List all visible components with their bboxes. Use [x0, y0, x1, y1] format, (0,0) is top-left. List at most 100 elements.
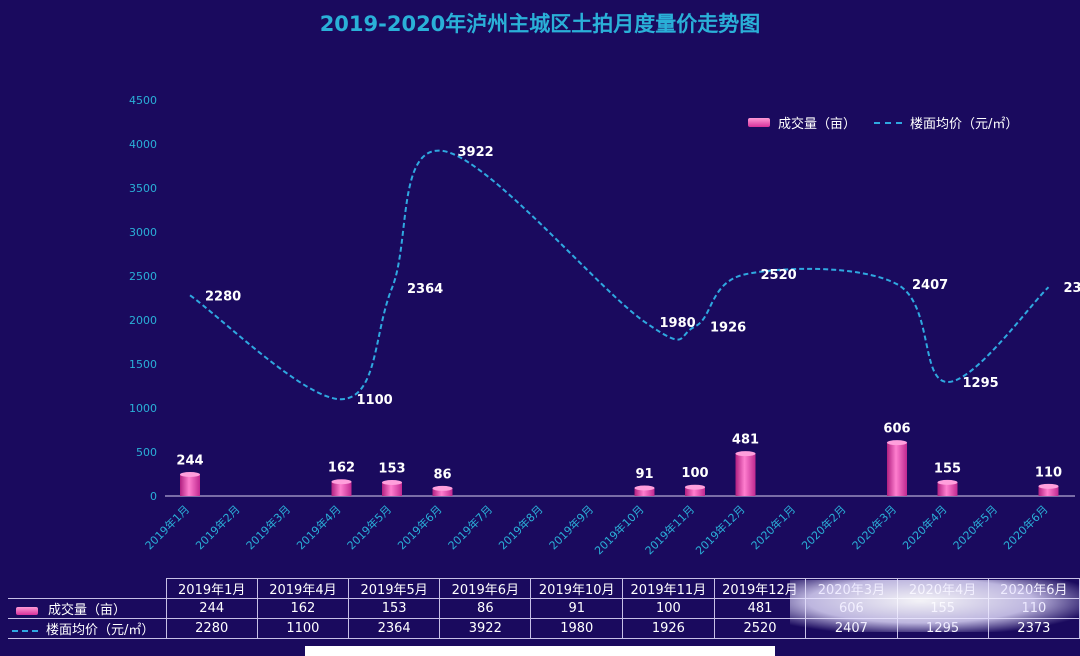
chart-plot: 0 500 1000 1500 2000 2500 3000 3500 4000 4500 2019… [129, 94, 1080, 557]
line-value-label: 2407 [912, 278, 948, 293]
table-row: 成交量（亩） 244 162 153 86 91 100 481 606 155… [8, 598, 1080, 619]
x-tick-label: 2019年11月 [642, 502, 697, 557]
y-tick-label: 500 [136, 446, 157, 459]
bar-value-label: 86 [433, 467, 451, 482]
table-cell: 3922 [439, 618, 532, 639]
bar-cap [1038, 483, 1059, 489]
table-cell: 155 [896, 598, 989, 619]
x-tick-label: 2020年4月 [899, 502, 949, 552]
bar-cap [735, 451, 756, 457]
y-tick-label: 4500 [129, 94, 157, 107]
table-cell: 244 [165, 598, 258, 619]
table-cell: 2280 [165, 618, 258, 639]
line-value-label: 1926 [710, 321, 746, 336]
y-tick-label: 1000 [129, 402, 157, 415]
bar-value-label: 100 [681, 466, 708, 481]
table-cell: 606 [805, 598, 898, 619]
bar-value-label: 481 [732, 433, 759, 448]
table-header-cell: 2019年6月 [439, 578, 532, 599]
table-row-header: 成交量（亩） [8, 598, 167, 619]
bar [382, 482, 402, 496]
bar [887, 442, 907, 496]
table-cell: 162 [256, 598, 350, 619]
bar [1038, 486, 1059, 496]
y-tick-label: 4000 [129, 138, 157, 151]
x-tick-label: 2019年3月 [243, 502, 293, 552]
bar-value-label: 244 [176, 454, 203, 469]
legend-line-label: 楼面均价（元/㎡） [910, 117, 1019, 132]
bottom-white-strip [305, 646, 775, 656]
x-tick-label: 2020年5月 [950, 502, 1000, 552]
table-header-cell: 2019年4月 [256, 578, 350, 599]
chart-title: 2019-2020年泸州主城区土拍月度量价走势图 [319, 12, 761, 36]
x-tick-label: 2019年5月 [344, 502, 394, 552]
bar-value-label: 91 [635, 467, 653, 482]
data-table: 2019年1月 2019年4月 2019年5月 2019年6月 2019年10月… [8, 578, 1080, 639]
table-header-row: 2019年1月 2019年4月 2019年5月 2019年6月 2019年10月… [8, 578, 1080, 599]
table-cell: 2373 [987, 618, 1080, 639]
line-value-label: 1295 [963, 376, 999, 391]
bar [331, 481, 352, 496]
y-tick-label: 3000 [129, 226, 157, 239]
line-swatch [12, 629, 38, 632]
bar-cap [382, 480, 402, 486]
x-tick-label: 2020年6月 [1000, 502, 1050, 552]
table-header-cell: 2019年11月 [622, 578, 715, 599]
table-header-cell: 2019年1月 [165, 578, 258, 599]
bar-value-label: 606 [883, 422, 910, 437]
table-cell: 2520 [713, 618, 807, 639]
line-value-label: 1980 [660, 316, 696, 331]
bar-cap [634, 485, 655, 491]
bar [735, 453, 756, 496]
x-tick-label: 2020年2月 [798, 502, 848, 552]
line-value-label: 2280 [205, 289, 241, 304]
x-tick-label: 2020年3月 [849, 502, 899, 552]
bar [634, 487, 655, 496]
x-tick-label: 2019年8月 [495, 502, 545, 552]
table-cell: 1295 [896, 618, 989, 639]
x-tick-label: 2019年6月 [394, 502, 444, 552]
line-series [189, 149, 1050, 401]
bar-value-label: 155 [934, 461, 961, 476]
bar-cap [432, 485, 453, 491]
table-cell: 2364 [348, 618, 441, 639]
line-value-label: 1100 [357, 393, 393, 408]
bar-cap [887, 440, 907, 446]
legend-line-swatch [874, 121, 903, 124]
x-tick-label: 2019年12月 [692, 502, 747, 557]
bar-value-label: 110 [1035, 465, 1062, 480]
table-header-cell: 2019年10月 [530, 578, 624, 599]
x-tick-label: 2019年7月 [445, 502, 495, 552]
legend-bar-swatch [748, 118, 770, 127]
table-header-cell: 2020年6月 [987, 578, 1080, 599]
legend-bar-label: 成交量（亩） [778, 117, 857, 132]
x-tick-label: 2019年10月 [591, 502, 646, 557]
table-cell: 1980 [530, 618, 624, 639]
table-header-cell: 2020年4月 [896, 578, 989, 599]
bar-value-label: 153 [378, 462, 405, 477]
bar [432, 488, 453, 496]
table-cell: 2407 [805, 618, 898, 639]
table-cell: 91 [530, 598, 624, 619]
line-value-label: 2520 [761, 268, 797, 283]
y-tick-label: 1500 [129, 358, 157, 371]
table-header-cell: 2019年12月 [713, 578, 807, 599]
table-header-cell: 2020年3月 [805, 578, 898, 599]
line-value-label: 3922 [458, 145, 494, 160]
y-tick-label: 2000 [129, 314, 157, 327]
y-tick-label: 0 [150, 490, 157, 503]
bar-value-label: 162 [328, 461, 355, 476]
bar-cap [331, 479, 352, 485]
bar-cap [685, 484, 705, 490]
bar [685, 487, 705, 496]
line-value-label: 2364 [407, 282, 443, 297]
line-value-label: 2373 [1064, 281, 1080, 296]
table-row: 楼面均价（元/㎡） 2280 1100 2364 3922 1980 1926 … [8, 618, 1080, 639]
bar-swatch [16, 606, 38, 615]
bar-cap [937, 479, 958, 485]
table-cell: 481 [713, 598, 807, 619]
table-cell: 110 [987, 598, 1080, 619]
table-cell: 100 [622, 598, 715, 619]
chart-legend: 成交量（亩） 楼面均价（元/㎡） [748, 113, 1018, 132]
x-tick-label: 2019年1月 [142, 502, 192, 552]
